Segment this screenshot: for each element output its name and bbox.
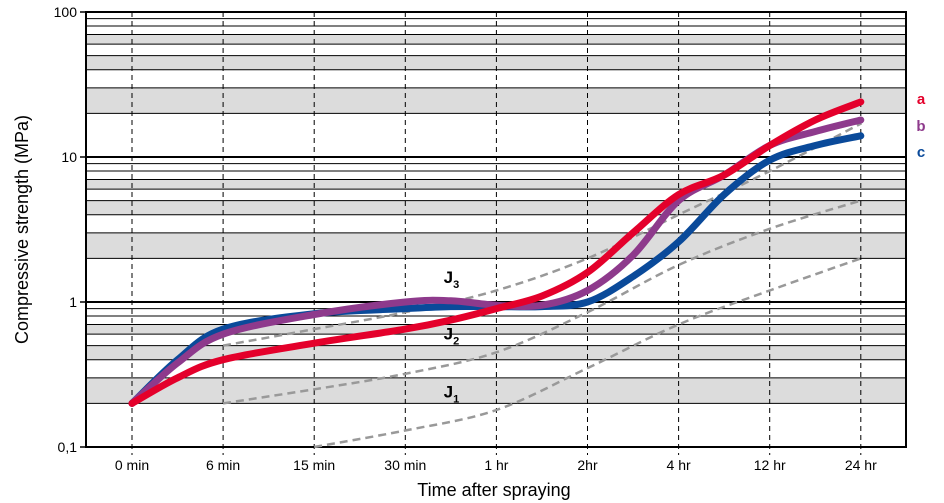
envelope-label-J3: J3 — [444, 268, 460, 291]
x-tick-label: 4 hr — [667, 457, 691, 473]
legend-item-c: c — [917, 144, 925, 161]
series-lines — [128, 98, 865, 407]
envelope-J1 — [313, 257, 862, 449]
legend: abc — [916, 91, 925, 161]
y-tick-label: 10 — [61, 149, 77, 165]
x-tick-label: 6 min — [206, 457, 240, 473]
x-tick-label: 15 min — [293, 457, 335, 473]
x-tick-label: 0 min — [115, 457, 149, 473]
x-tick-label: 30 min — [384, 457, 426, 473]
x-tick-label: 12 hr — [754, 457, 786, 473]
y-tick-labels: 0,1 1 10 100 — [54, 4, 86, 455]
band-2-0 — [86, 87, 906, 114]
y-axis-label: Compressive strength (MPa) — [12, 115, 32, 344]
vertical-gridlines — [131, 12, 862, 455]
x-axis-label: Time after spraying — [417, 480, 570, 500]
band-1-0 — [86, 232, 906, 259]
band-2-1 — [86, 55, 906, 70]
x-tick-label: 1 hr — [484, 457, 508, 473]
x-tick-labels: 0 min 6 min 15 min 30 min 1 hr 2hr 4 hr 12 hr 24… — [115, 457, 877, 473]
envelope-J2 — [222, 199, 862, 405]
x-tick-label: 24 hr — [845, 457, 877, 473]
y-tick-label: 1 — [69, 294, 77, 310]
envelope-J3 — [222, 122, 862, 347]
series-line-b — [128, 116, 865, 407]
x-tick-label: 2hr — [577, 457, 598, 473]
y-tick-label: 100 — [54, 4, 78, 20]
legend-item-a: a — [917, 91, 926, 108]
y-tick-label: 0,1 — [58, 439, 78, 455]
legend-item-b: b — [916, 118, 925, 135]
envelope-curves — [222, 122, 862, 449]
plot-frame — [85, 11, 907, 448]
series-line-a — [128, 98, 865, 407]
